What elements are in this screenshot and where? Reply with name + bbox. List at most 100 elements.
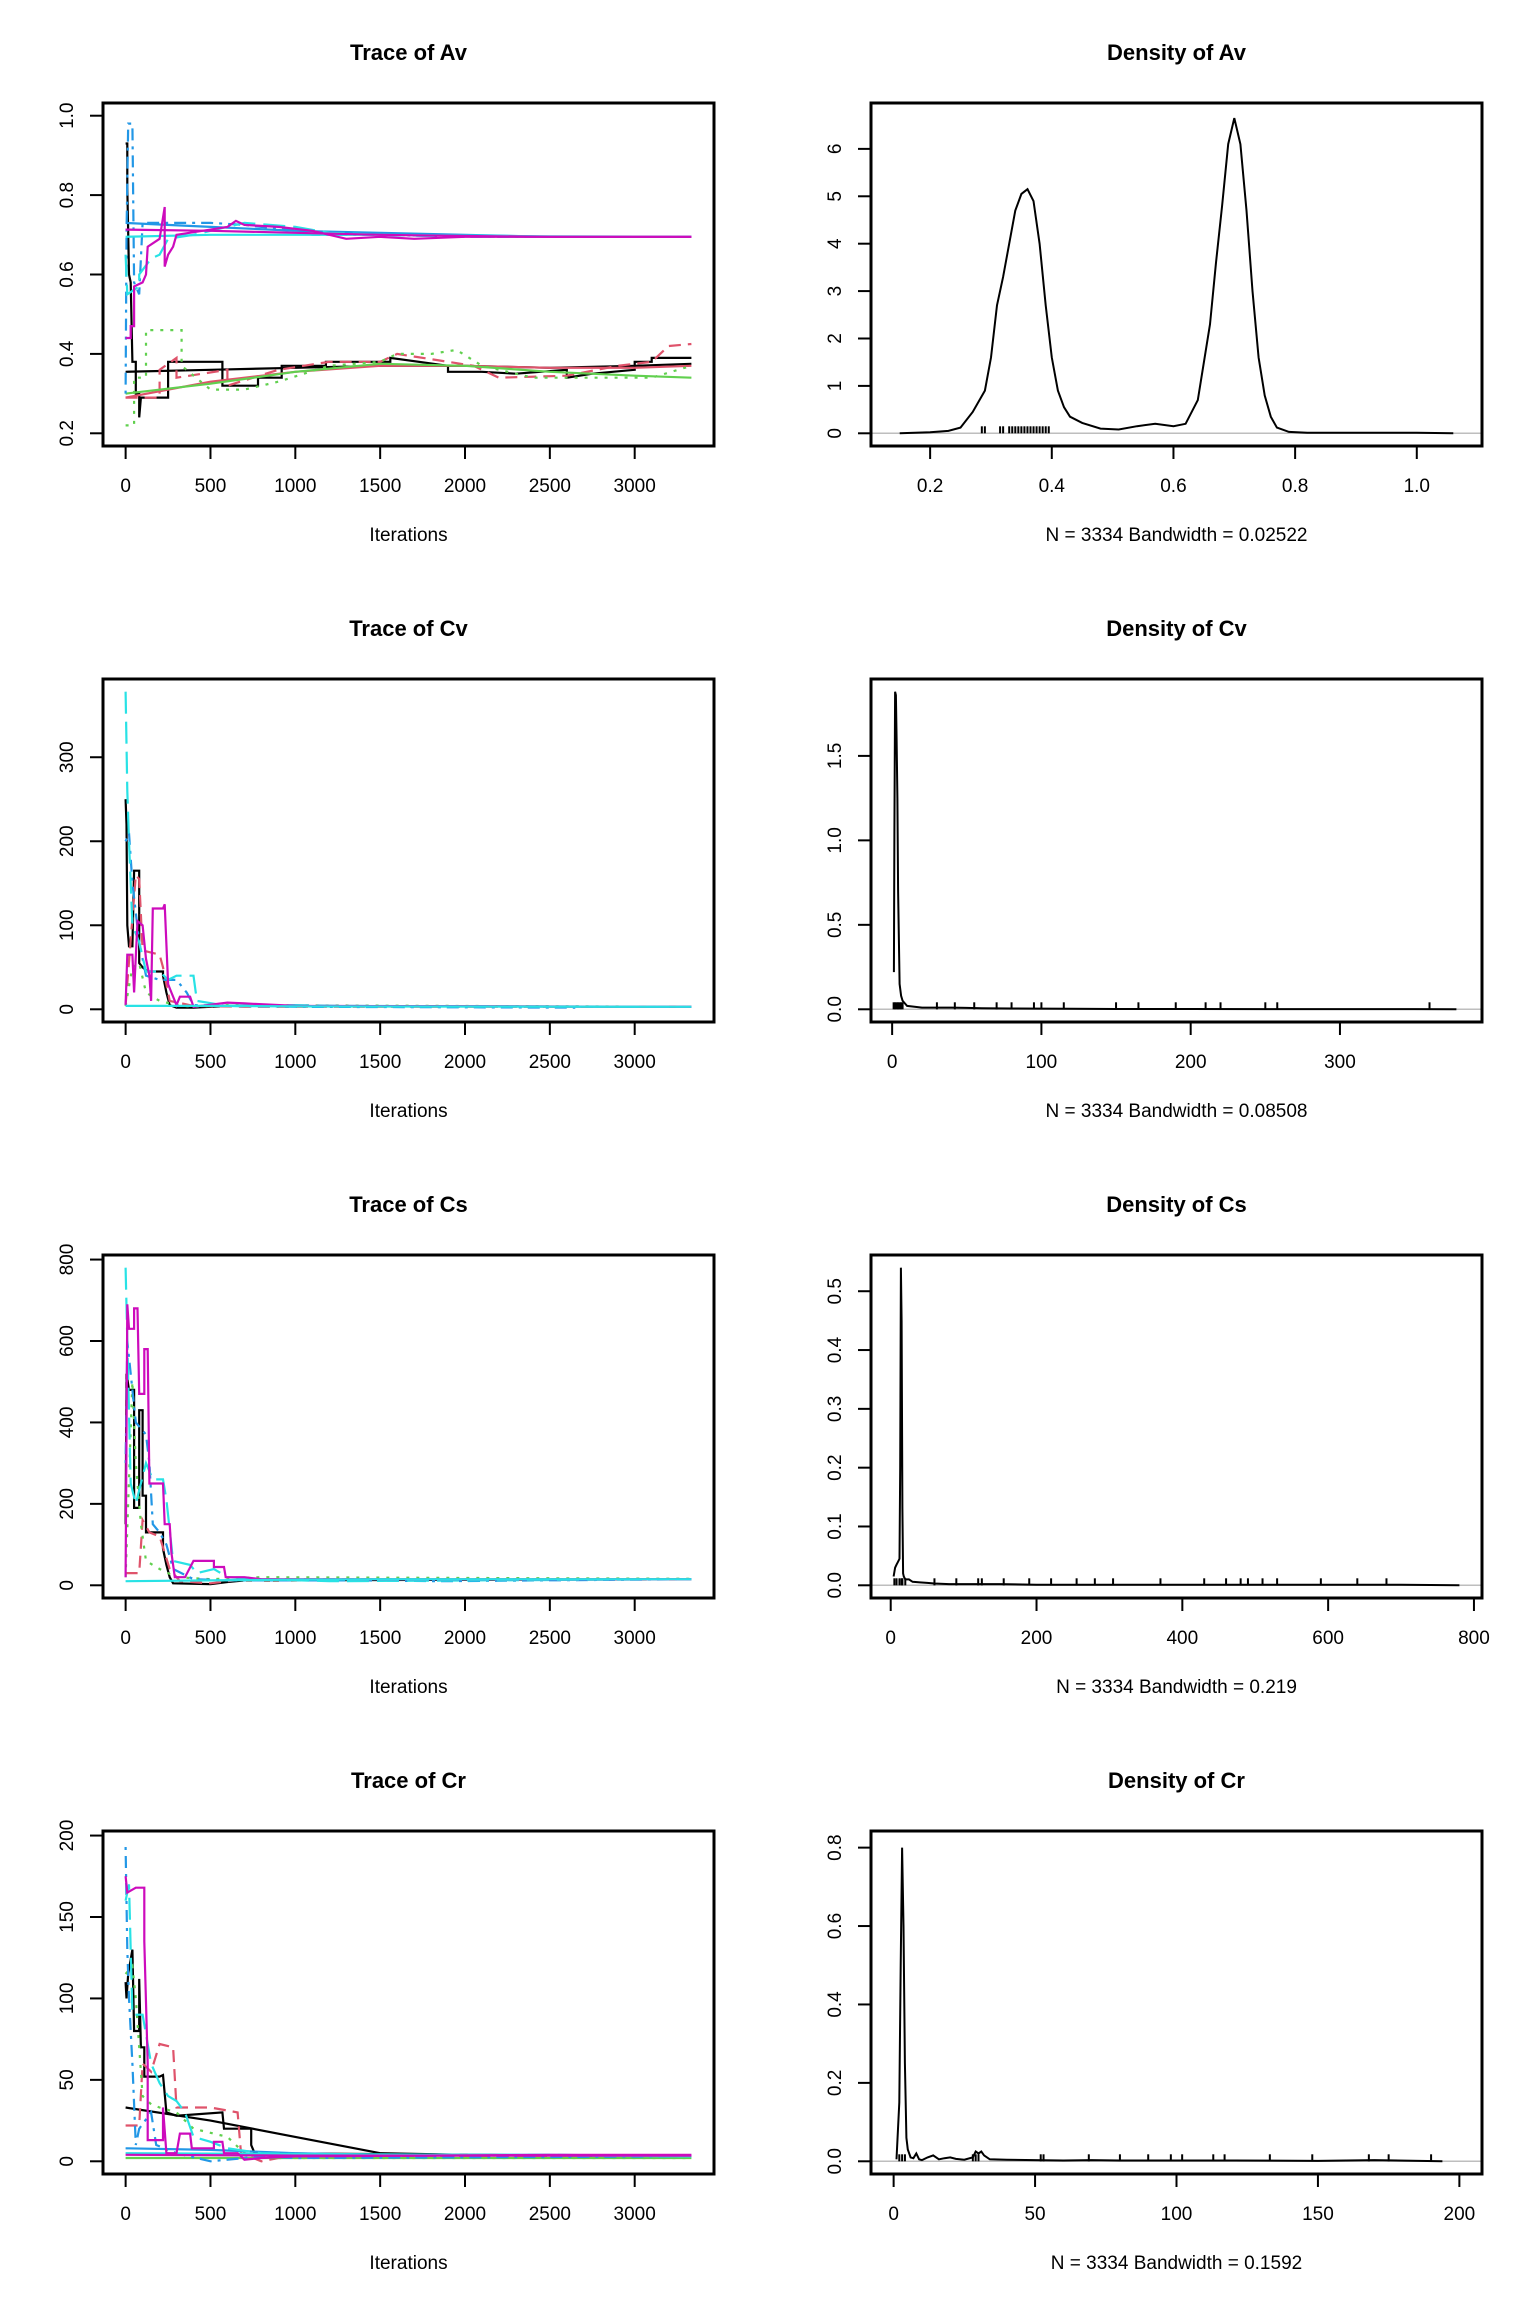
x-tick-label: 200	[1021, 1628, 1053, 1649]
x-tick-label: 400	[1166, 1628, 1198, 1649]
x-tick-label: 3000	[614, 476, 656, 497]
series-line-chain2-trace	[124, 872, 692, 1008]
density-panel-cs: Density of Cs 0 200 400 600 800 0.0 0.1 0.2 0.3 0.…	[825, 1192, 1490, 1698]
x-tick-label: 3000	[614, 1052, 656, 1073]
panel-title: Trace of Cv	[349, 616, 468, 641]
density-panel-cr: Density of Cr 0 50 100 150 200 0.0 0.2 0.4 0.6 0.8…	[825, 1768, 1484, 2274]
y-tick-label: 0.0	[825, 996, 846, 1022]
x-axis-label: Iterations	[369, 1101, 447, 1122]
y-tick-label: 0.0	[825, 1572, 846, 1598]
y-tick-label: 100	[57, 909, 78, 941]
series-line-chain6-mean	[125, 228, 692, 238]
series-line-running-mean	[125, 1004, 692, 1008]
series-line-chain1-trace	[124, 1949, 692, 2158]
x-tick-label: 300	[1324, 1052, 1356, 1073]
x-tick-label: 200	[1444, 2204, 1476, 2225]
x-tick-label: 0.2	[917, 476, 943, 497]
x-tick-label: 2500	[529, 1052, 571, 1073]
x-tick-label: 600	[1312, 1628, 1344, 1649]
y-tick-label: 400	[57, 1407, 78, 1439]
y-tick-label: 50	[57, 2069, 78, 2090]
panel-title: Trace of Av	[350, 40, 468, 65]
y-tick-label: 0.3	[825, 1396, 846, 1422]
y-tick-label: 0.4	[57, 340, 78, 367]
y-tick-label: 1.5	[825, 743, 846, 769]
panel-title: Density of Cs	[1106, 1192, 1247, 1217]
x-tick-label: 2500	[529, 476, 571, 497]
x-tick-label: 2000	[444, 1052, 486, 1073]
series-line-chain6-trace	[124, 1876, 692, 2161]
y-tick-label: 6	[825, 144, 846, 155]
density-subtitle: N = 3334 Bandwidth = 0.02522	[1046, 525, 1308, 546]
y-tick-label: 1.0	[825, 827, 846, 853]
y-tick-label: 0.6	[57, 261, 78, 287]
plot-frame	[101, 1829, 716, 2176]
density-subtitle: N = 3334 Bandwidth = 0.1592	[1051, 2253, 1302, 2274]
y-tick-label: 800	[57, 1244, 78, 1276]
series-line-chain6-trace	[124, 903, 692, 1009]
x-tick-label: 1.0	[1404, 476, 1430, 497]
x-tick-label: 2000	[444, 2204, 486, 2225]
y-tick-label: 600	[57, 1325, 78, 1357]
x-axis-label: Iterations	[369, 2253, 447, 2274]
plot-area	[871, 1847, 1482, 2163]
x-tick-label: 200	[1175, 1052, 1207, 1073]
plot-area	[124, 122, 692, 427]
plot-area	[871, 1267, 1482, 1587]
x-tick-label: 500	[195, 2204, 227, 2225]
y-tick-label: 0.2	[825, 1454, 846, 1480]
density-panel-cv: Density of Cv 0 100 200 300 0.0 0.5 1.0 1.5 N = 3…	[825, 616, 1484, 1122]
x-tick-label: 500	[195, 1628, 227, 1649]
series-line-chain3-trace	[124, 1963, 692, 2160]
x-axis-label: Iterations	[369, 1677, 447, 1698]
series-line-chain6-mean	[125, 2153, 692, 2157]
density-curve	[899, 117, 1454, 435]
x-tick-label: 0	[120, 2204, 131, 2225]
trace-panel-cs: Trace of Cs 0 500 1000 1500 2000 2500 3000 0 200 4…	[57, 1192, 716, 1698]
x-tick-label: 1000	[274, 1052, 316, 1073]
x-tick-label: 0.6	[1160, 476, 1186, 497]
x-tick-label: 500	[195, 476, 227, 497]
x-tick-label: 150	[1302, 2204, 1334, 2225]
series-line-running-mean	[125, 1578, 692, 1583]
plot-frame	[101, 1253, 716, 1600]
x-tick-label: 0	[120, 1052, 131, 1073]
x-tick-label: 1500	[359, 2204, 401, 2225]
series-line-chain1-trace	[125, 142, 692, 418]
x-tick-label: 0	[120, 476, 131, 497]
x-tick-label: 0	[885, 1628, 896, 1649]
plot-area	[124, 1846, 692, 2163]
x-tick-label: 1000	[274, 1628, 316, 1649]
x-tick-label: 2000	[444, 476, 486, 497]
y-tick-label: 0.8	[825, 1834, 846, 1860]
y-tick-label: 0.5	[825, 912, 846, 938]
x-tick-label: 100	[1026, 1052, 1058, 1073]
y-tick-label: 0.5	[825, 1278, 846, 1304]
x-tick-label: 2000	[444, 1628, 486, 1649]
x-tick-label: 2500	[529, 2204, 571, 2225]
x-tick-label: 800	[1458, 1628, 1490, 1649]
x-tick-label: 100	[1161, 2204, 1193, 2225]
density-curve	[892, 691, 1457, 1011]
y-tick-label: 0	[57, 1004, 78, 1015]
panels-container: Trace of Av0 500 1000 1500 2000 2500 30000.20.…	[57, 40, 1490, 2274]
density-curve	[892, 1267, 1460, 1587]
plot-frame	[101, 677, 716, 1024]
plot-area	[124, 1267, 692, 1586]
x-tick-label: 3000	[614, 2204, 656, 2225]
x-tick-label: 0	[120, 1628, 131, 1649]
y-tick-label: 0.8	[57, 182, 78, 208]
x-tick-label: 0	[888, 2204, 899, 2225]
y-tick-label: 4	[825, 238, 846, 249]
x-tick-label: 0.4	[1039, 476, 1066, 497]
x-tick-label: 1500	[359, 1052, 401, 1073]
x-axis-label: Iterations	[369, 525, 447, 546]
x-tick-label: 1000	[274, 2204, 316, 2225]
series-line-chain2-trace	[125, 342, 692, 399]
series-line-chain6-trace	[124, 1304, 692, 1581]
y-tick-label: 0.0	[825, 2148, 846, 2174]
y-tick-label: 0	[825, 428, 846, 439]
y-tick-label: 100	[57, 1983, 78, 2015]
